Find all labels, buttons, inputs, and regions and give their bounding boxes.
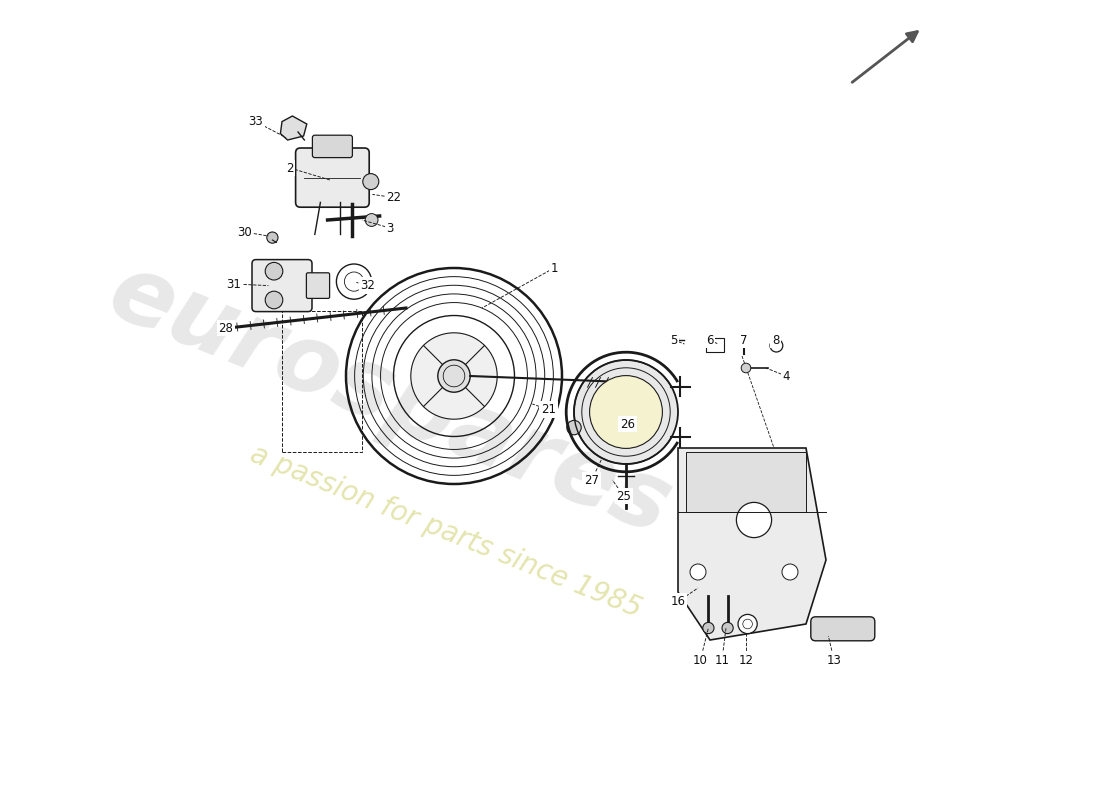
Text: eurospares: eurospares	[96, 246, 684, 554]
FancyBboxPatch shape	[706, 338, 724, 352]
Text: 10: 10	[693, 654, 707, 666]
Circle shape	[590, 375, 662, 448]
Text: 21: 21	[541, 403, 556, 416]
Circle shape	[722, 622, 734, 634]
Circle shape	[620, 406, 631, 418]
Circle shape	[782, 564, 797, 580]
Text: 13: 13	[826, 654, 842, 666]
Circle shape	[337, 264, 372, 299]
Text: 3: 3	[386, 222, 394, 234]
Polygon shape	[280, 116, 307, 140]
Text: 6: 6	[706, 334, 714, 346]
FancyBboxPatch shape	[686, 452, 806, 512]
Circle shape	[566, 421, 581, 435]
Text: 12: 12	[738, 654, 754, 666]
Text: 28: 28	[219, 322, 233, 334]
Circle shape	[438, 360, 470, 392]
Circle shape	[265, 262, 283, 280]
Circle shape	[626, 380, 642, 396]
Text: 32: 32	[360, 279, 375, 292]
Circle shape	[690, 564, 706, 580]
FancyBboxPatch shape	[296, 148, 370, 207]
Text: 8: 8	[772, 334, 779, 346]
Text: 4: 4	[782, 370, 790, 382]
Circle shape	[703, 622, 714, 634]
Text: 25: 25	[616, 490, 631, 502]
Text: 11: 11	[715, 654, 729, 666]
Text: 33: 33	[249, 115, 263, 128]
FancyBboxPatch shape	[811, 617, 874, 641]
Circle shape	[738, 614, 757, 634]
Text: 7: 7	[740, 334, 747, 346]
Text: 31: 31	[227, 278, 241, 290]
Text: a passion for parts since 1985: a passion for parts since 1985	[246, 441, 646, 623]
Circle shape	[574, 360, 678, 464]
FancyBboxPatch shape	[252, 259, 312, 311]
Circle shape	[265, 291, 283, 309]
Circle shape	[365, 214, 378, 226]
Circle shape	[736, 502, 771, 538]
FancyBboxPatch shape	[307, 273, 330, 298]
Circle shape	[363, 174, 378, 190]
Text: 26: 26	[620, 418, 635, 430]
Circle shape	[741, 363, 751, 373]
Text: 1: 1	[550, 262, 558, 274]
Text: 27: 27	[584, 474, 600, 486]
Polygon shape	[678, 448, 826, 640]
Text: 5: 5	[670, 334, 678, 346]
Circle shape	[410, 333, 497, 419]
Text: 22: 22	[386, 191, 402, 204]
Text: 30: 30	[236, 226, 252, 238]
Text: 2: 2	[286, 162, 294, 174]
Circle shape	[267, 232, 278, 243]
Text: 16: 16	[671, 595, 685, 608]
FancyBboxPatch shape	[312, 135, 352, 158]
